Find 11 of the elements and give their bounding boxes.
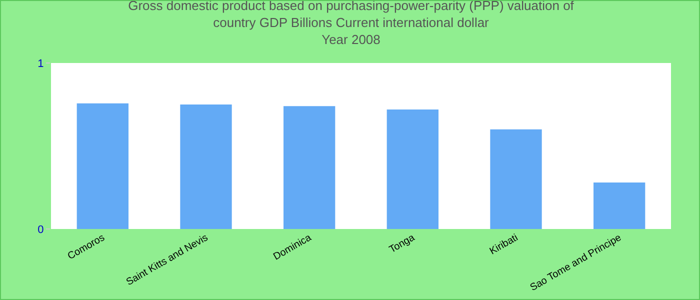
bar <box>180 104 232 229</box>
y-tick-label: 1 <box>38 58 44 70</box>
bar <box>284 106 336 229</box>
x-tick-label: Saint Kitts and Nevis <box>124 232 210 288</box>
x-tick-label: Tonga <box>388 232 418 256</box>
bar <box>386 109 438 229</box>
chart-subtitle: Year 2008 <box>322 32 380 47</box>
y-tick-label: 0 <box>38 224 44 236</box>
bar <box>76 103 128 229</box>
bar <box>594 182 646 229</box>
bar <box>490 129 542 229</box>
